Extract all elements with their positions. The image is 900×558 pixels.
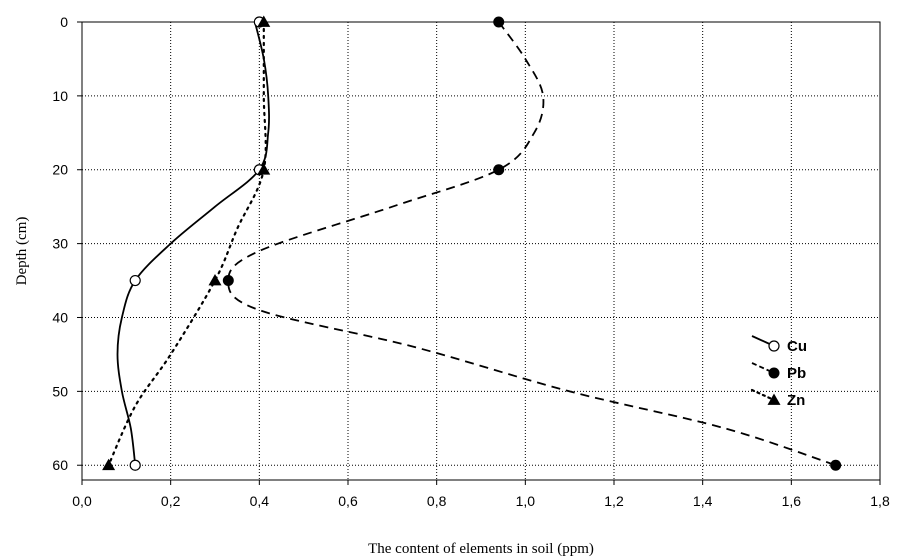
series-cu-point <box>129 274 141 287</box>
x-tick-label: 0,4 <box>250 493 270 509</box>
axis-ticks: 0,0 0,2 0,4 0,6 0,8 1,0 1,2 1,4 1,6 1,8 0 10 20 30 40 5… <box>52 14 890 509</box>
y-tick-label: 0 <box>60 14 68 30</box>
legend-label: Cu <box>787 338 807 355</box>
series-zn-point <box>257 15 271 27</box>
series-layer <box>102 15 842 471</box>
legend-item-pb: Pb <box>751 362 806 382</box>
series-pb <box>222 16 842 471</box>
series-zn-line <box>107 20 267 467</box>
series-zn <box>102 15 271 471</box>
y-tick-label: 50 <box>52 383 68 399</box>
x-tick-label: 1,4 <box>693 493 713 509</box>
series-zn-point <box>257 163 271 175</box>
x-tick-label: 1,0 <box>516 493 536 509</box>
y-axis-title: Depth (cm) <box>14 217 30 286</box>
y-tick-label: 60 <box>52 457 68 473</box>
series-cu-point <box>129 459 141 471</box>
legend-item-zn: Zn <box>750 388 805 409</box>
x-tick-label: 0,2 <box>161 493 181 509</box>
series-pb-point <box>493 164 505 176</box>
x-tick-label: 1,6 <box>782 493 802 509</box>
y-tick-label: 10 <box>52 88 68 104</box>
x-axis-title: The content of elements in soil (ppm) <box>368 541 594 557</box>
series-zn-point <box>208 274 222 286</box>
legend-swatch-line <box>750 388 776 402</box>
legend-swatch-marker <box>768 367 780 379</box>
legend-label: Zn <box>787 392 805 409</box>
grid <box>82 22 880 480</box>
x-tick-label: 0,8 <box>427 493 447 509</box>
x-tick-label: 0,0 <box>72 493 92 509</box>
series-zn-point <box>102 458 116 471</box>
series-pb-point <box>493 16 505 28</box>
y-tick-label: 30 <box>52 236 68 252</box>
x-tick-label: 1,2 <box>604 493 624 509</box>
plot-area <box>81 21 881 481</box>
legend-label: Pb <box>787 365 806 382</box>
legend-item-cu: Cu <box>751 335 807 355</box>
legend: Cu Pb Zn <box>750 335 807 409</box>
x-tick-label: 1,8 <box>870 493 890 509</box>
series-pb-point <box>222 275 234 287</box>
x-tick-label: 0,6 <box>338 493 358 509</box>
series-pb-point <box>830 459 842 471</box>
y-tick-label: 40 <box>52 309 68 325</box>
y-tick-label: 20 <box>52 162 68 178</box>
series-cu-line <box>116 21 270 466</box>
legend-swatch-marker <box>767 393 781 405</box>
legend-swatch-marker <box>768 340 780 352</box>
